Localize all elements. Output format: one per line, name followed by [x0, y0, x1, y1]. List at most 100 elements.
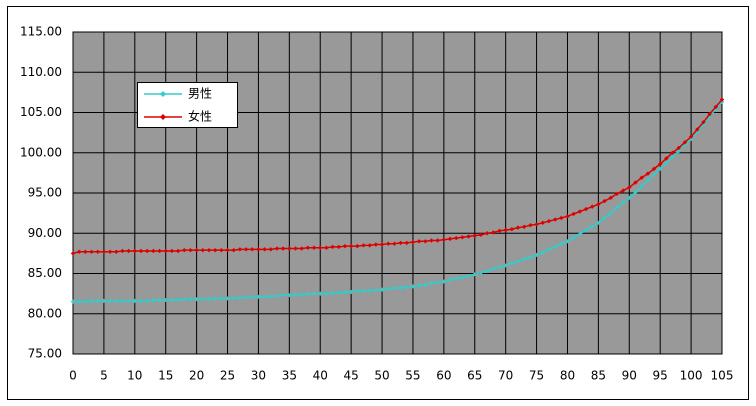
data-point [608, 195, 613, 201]
data-point [250, 294, 255, 300]
data-point [410, 284, 416, 289]
data-point [571, 235, 576, 240]
data-point [151, 297, 156, 303]
data-point [429, 238, 434, 243]
data-point [355, 289, 360, 294]
data-point [719, 97, 725, 102]
data-point [225, 247, 230, 253]
data-point [256, 294, 261, 300]
data-point [280, 293, 286, 298]
data-point [404, 284, 409, 290]
data-point [324, 245, 329, 250]
data-point [676, 145, 681, 151]
y-tick-label: 110.00 [20, 65, 62, 79]
data-point [491, 230, 496, 235]
data-point [503, 263, 508, 268]
data-point [311, 245, 317, 250]
plot-area: 75.00 80.00 85.00 90.00 95.00 100.00 105.00 110… [20, 25, 733, 383]
data-point [664, 156, 669, 161]
data-point [404, 240, 409, 246]
data-point [552, 244, 558, 250]
data-point [219, 296, 224, 301]
data-point [175, 248, 181, 254]
data-point [330, 290, 335, 296]
y-tick-label: 105.00 [20, 105, 62, 119]
data-point [287, 246, 292, 251]
data-point [95, 298, 100, 304]
data-point [392, 285, 397, 291]
data-point [670, 154, 675, 159]
data-point [416, 239, 422, 244]
data-point [83, 249, 88, 254]
data-point [627, 195, 632, 201]
data-point [268, 293, 273, 299]
data-point [336, 244, 341, 250]
data-point [157, 248, 162, 254]
data-point [101, 249, 107, 254]
data-point [398, 285, 403, 291]
data-point [707, 111, 712, 117]
data-point [583, 206, 589, 212]
x-tick-label: 100 [680, 369, 703, 383]
data-point [676, 148, 681, 154]
data-point [620, 188, 626, 193]
x-tick-label: 85 [591, 369, 606, 383]
x-tick-label: 0 [69, 369, 77, 383]
data-point [231, 296, 236, 301]
data-point [188, 247, 193, 253]
data-point [336, 290, 341, 296]
data-point [182, 297, 187, 302]
data-point [225, 296, 230, 301]
data-point [262, 294, 267, 300]
data-point [70, 251, 76, 256]
data-point [577, 209, 583, 214]
data-point [250, 247, 255, 252]
x-tick-label: 20 [189, 369, 204, 383]
data-point [472, 272, 477, 277]
data-point [614, 191, 620, 197]
data-point [627, 185, 632, 190]
x-tick-label: 15 [158, 369, 173, 383]
data-point [231, 247, 236, 253]
data-point [243, 295, 249, 300]
data-point [144, 298, 150, 304]
data-point [651, 166, 657, 172]
data-point [386, 286, 391, 291]
data-point [447, 236, 453, 242]
data-point [522, 256, 527, 262]
data-point [76, 249, 82, 254]
y-tick-label: 115.00 [20, 25, 62, 39]
data-point [546, 218, 552, 224]
data-point [695, 127, 700, 132]
data-point [460, 235, 465, 240]
data-point [386, 241, 391, 246]
data-point [398, 240, 403, 246]
data-point [76, 299, 82, 304]
data-point [311, 291, 317, 296]
data-point [169, 297, 175, 303]
x-tick-label: 25 [220, 369, 235, 383]
data-point [151, 248, 156, 254]
data-point [237, 295, 243, 300]
data-point [342, 289, 348, 295]
data-point [596, 220, 601, 225]
x-tick-label: 45 [344, 369, 359, 383]
data-point [688, 136, 694, 142]
data-point [664, 161, 669, 166]
x-tick-label: 65 [467, 369, 482, 383]
x-tick-label: 50 [374, 369, 389, 383]
data-point [435, 280, 440, 285]
data-point [132, 248, 138, 254]
data-point [565, 239, 570, 244]
data-point [212, 296, 218, 301]
legend-label: 男性 [188, 87, 212, 101]
data-point [559, 241, 564, 246]
data-point [484, 268, 490, 274]
data-point [423, 239, 428, 244]
data-point [478, 270, 484, 275]
data-point [707, 114, 712, 119]
data-point [688, 134, 694, 139]
data-point [441, 279, 447, 284]
data-point [342, 243, 348, 249]
